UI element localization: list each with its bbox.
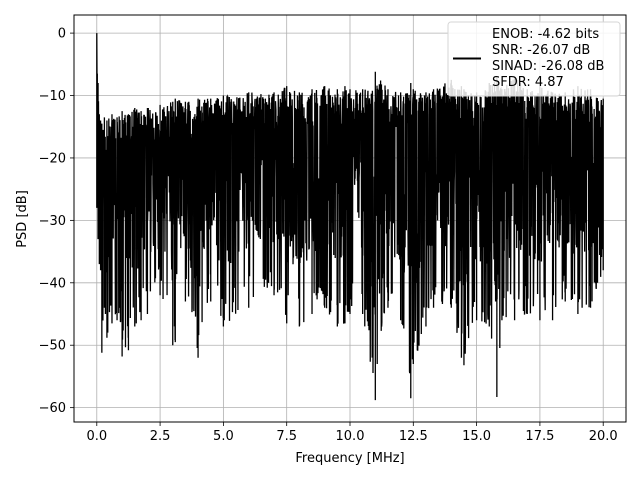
legend-entry-enob: ENOB: -4.62 bits [492, 27, 599, 42]
y-tick-label: −40 [39, 276, 66, 291]
legend: ENOB: -4.62 bits SNR: -26.07 dB SINAD: -… [447, 21, 621, 97]
y-tick-label: −30 [39, 214, 66, 229]
x-tick-label: 5.0 [213, 429, 234, 444]
legend-entry-sfdr: SFDR: 4.87 [492, 75, 564, 90]
psd-line [96, 33, 604, 401]
psd-series-group [96, 33, 604, 401]
legend-entry-snr: SNR: -26.07 dB [492, 43, 590, 58]
x-tick-label: 12.5 [399, 429, 428, 444]
x-tick-label: 10.0 [336, 429, 365, 444]
x-axis-label: Frequency [MHz] [295, 451, 404, 466]
x-tick-label: 0.0 [86, 429, 107, 444]
legend-entry-sinad: SINAD: -26.08 dB [492, 59, 604, 74]
y-tick-label: −50 [39, 339, 66, 354]
y-tick-label: −20 [39, 151, 66, 166]
x-tick-label: 20.0 [589, 429, 618, 444]
x-tick-label: 17.5 [525, 429, 554, 444]
legend-box [447, 21, 621, 97]
y-tick-label: −10 [39, 89, 66, 104]
x-tick-label: 2.5 [150, 429, 171, 444]
x-tick-label: 7.5 [276, 429, 297, 444]
y-tick-label: −60 [39, 401, 66, 416]
y-axis: 0 −10 −20 −30 −40 −50 −60 [39, 27, 74, 416]
x-tick-label: 15.0 [462, 429, 491, 444]
y-axis-label: PSD [dB] [15, 190, 30, 248]
x-axis: 0.0 2.5 5.0 7.5 10.0 12.5 15.0 17.5 20.0 [86, 422, 618, 444]
y-tick-label: 0 [58, 27, 66, 42]
